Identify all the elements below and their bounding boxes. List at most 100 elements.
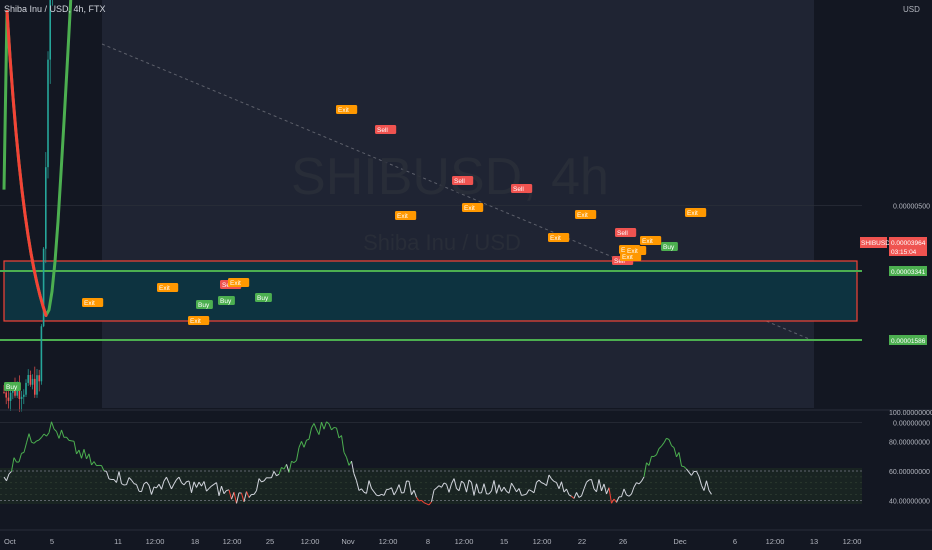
signal-tag-exit[interactable] xyxy=(640,236,662,245)
candle-body xyxy=(29,375,32,385)
oscillator-segment xyxy=(366,480,370,494)
oscillator-segment xyxy=(166,476,170,484)
oscillator-segment xyxy=(378,493,382,497)
signal-tag-buy[interactable] xyxy=(218,296,235,305)
oscillator-segment xyxy=(33,440,37,444)
oscillator-segment xyxy=(176,476,180,481)
ma-down-segment xyxy=(29,251,36,271)
signal-tag-exit[interactable] xyxy=(548,233,570,242)
ma-down-segment xyxy=(35,281,42,297)
oscillator-segment xyxy=(633,482,637,488)
oscillator-segment xyxy=(13,457,17,463)
oscillator-segment xyxy=(666,437,670,440)
oscillator-tick-label: 100.00000000 xyxy=(889,410,932,417)
oscillator-segment xyxy=(638,480,642,485)
signal-tag-exit[interactable] xyxy=(82,298,104,307)
signal-tag-exit[interactable] xyxy=(575,210,597,219)
oscillator-segment xyxy=(561,481,565,493)
oscillator-segment xyxy=(691,471,695,476)
oscillator-line xyxy=(3,421,712,506)
signal-tag-buy[interactable] xyxy=(661,242,678,251)
oscillator-segment xyxy=(121,483,125,486)
oscillator-segment xyxy=(353,473,357,481)
time-tick-label: Nov xyxy=(341,537,355,546)
oscillator-segment xyxy=(231,491,235,500)
time-tick-label: 12:00 xyxy=(843,537,862,546)
oscillator-segment xyxy=(226,489,230,491)
oscillator-segment xyxy=(416,497,420,502)
oscillator-segment xyxy=(708,490,712,495)
oscillator-segment xyxy=(428,501,432,506)
oscillator-segment xyxy=(76,449,80,455)
signal-tag-exit[interactable] xyxy=(228,278,250,287)
oscillator-segment xyxy=(483,483,487,494)
oscillator-segment xyxy=(646,462,650,466)
signal-tag-sell[interactable] xyxy=(615,228,637,237)
oscillator-segment xyxy=(178,476,182,483)
oscillator-segment xyxy=(243,491,247,503)
candle-body xyxy=(38,375,40,382)
signal-tag-sell[interactable] xyxy=(452,176,474,185)
oscillator-segment xyxy=(368,480,372,489)
signal-tag-buy[interactable] xyxy=(255,293,272,302)
oscillator-segment xyxy=(498,484,502,492)
oscillator-segment xyxy=(703,480,707,491)
oscillator-segment xyxy=(326,421,330,425)
oscillator-segment xyxy=(61,429,65,438)
oscillator-segment xyxy=(308,427,312,440)
signal-tag-sell[interactable] xyxy=(511,184,533,193)
signal-tag-exit[interactable] xyxy=(625,246,647,255)
signal-tag-label: Exit xyxy=(550,235,561,242)
oscillator-segment xyxy=(203,481,207,492)
oscillator-segment xyxy=(88,453,92,466)
signal-tag-exit[interactable] xyxy=(462,203,484,212)
oscillator-segment xyxy=(128,477,132,481)
candle-body xyxy=(47,59,49,168)
level-label-2: 0.00001586 xyxy=(891,338,926,345)
oscillator-segment xyxy=(371,488,375,493)
oscillator-segment xyxy=(436,485,440,489)
oscillator-segment xyxy=(263,477,267,482)
signal-tag-exit[interactable] xyxy=(336,105,358,114)
time-tick-label: 11 xyxy=(114,537,122,546)
signal-tag-buy[interactable] xyxy=(4,382,21,391)
signal-tag-exit[interactable] xyxy=(685,208,707,217)
oscillator-segment xyxy=(603,483,607,495)
oscillator-segment xyxy=(221,485,225,494)
ma-down-segment xyxy=(20,188,27,216)
watermark-name: Shiba Inu / USD xyxy=(363,230,521,255)
oscillator-segment xyxy=(546,474,550,486)
oscillator-segment xyxy=(563,488,567,493)
oscillator-segment xyxy=(656,448,660,455)
symbol-tag-text: SHIBUSD xyxy=(861,240,890,247)
oscillator-segment xyxy=(216,482,220,496)
oscillator-segment xyxy=(426,503,430,506)
signal-tag-exit[interactable] xyxy=(395,211,417,220)
oscillator-segment xyxy=(246,491,250,498)
oscillator-segment xyxy=(191,481,195,493)
oscillator-segment xyxy=(228,489,232,500)
signal-tag-exit[interactable] xyxy=(188,316,210,325)
price-tick-label: 0.00000000 xyxy=(893,421,930,428)
oscillator-segment xyxy=(516,488,520,493)
time-tick-label: Dec xyxy=(673,537,687,546)
oscillator-segment xyxy=(211,483,215,487)
signal-tag-sell[interactable] xyxy=(375,125,397,134)
oscillator-segment xyxy=(621,488,625,497)
oscillator-segment xyxy=(451,478,455,484)
signal-tag-label: Exit xyxy=(159,285,170,292)
oscillator-segment xyxy=(3,476,7,482)
oscillator-segment xyxy=(608,487,612,504)
time-axis[interactable]: Oct 5 11 12:00 18 12:00 25 12:00 Nov 12:00 8 12:00 1… xyxy=(4,537,861,546)
oscillator-segment xyxy=(373,491,377,496)
signal-tag-buy[interactable] xyxy=(196,300,213,309)
signal-tag-exit[interactable] xyxy=(157,283,179,292)
oscillator-segment xyxy=(503,486,507,492)
oscillator-segment xyxy=(278,467,282,475)
oscillator-segment xyxy=(423,502,427,505)
oscillator-segment xyxy=(356,480,360,491)
oscillator-segment xyxy=(473,483,477,496)
time-tick-label: 25 xyxy=(266,537,274,546)
